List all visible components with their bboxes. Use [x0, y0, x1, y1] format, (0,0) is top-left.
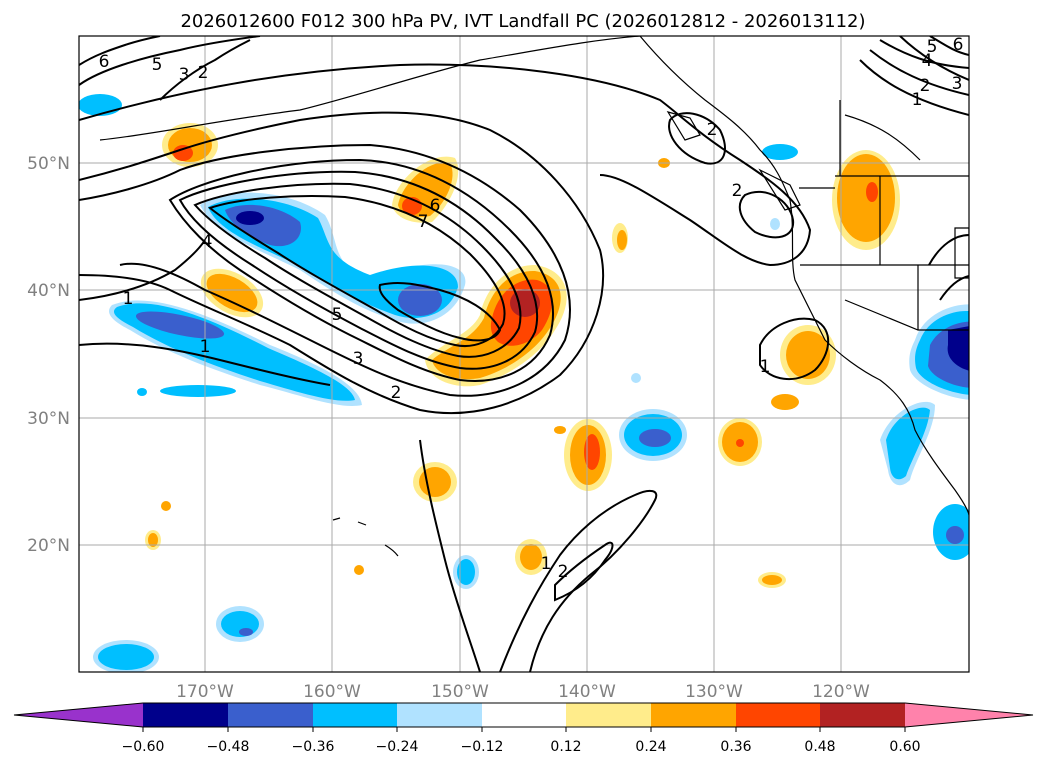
- contour-label: 2: [391, 383, 402, 403]
- contour-label: 1: [200, 337, 211, 357]
- colorbar-segment: [566, 703, 651, 727]
- colorbar-tick-label: −0.36: [292, 739, 335, 755]
- figure-title: 2026012600 F012 300 hPa PV, IVT Landfall…: [180, 11, 865, 32]
- contour-label: 6: [99, 52, 110, 72]
- contour-label: 2: [198, 63, 209, 83]
- contour-label: 5: [152, 55, 163, 75]
- colorbar-segment: [313, 703, 397, 727]
- colorbar-tick-label: −0.24: [376, 739, 419, 755]
- anomaly-negative: [79, 94, 122, 116]
- colorbar-segment: [820, 703, 905, 727]
- colorbar-tick-label: −0.48: [207, 739, 250, 755]
- anomaly-positive: [419, 467, 451, 497]
- anomaly-positive-strong: [866, 182, 878, 202]
- anomaly-positive: [554, 426, 566, 434]
- anomaly-negative: [137, 388, 147, 396]
- map-content: 6 5 3 2 6 7 4 1 1 5 3 2 2 2 1 1 2 6 5 4 …: [79, 35, 969, 672]
- contour-label: 2: [707, 120, 718, 140]
- contour-label: 4: [922, 51, 933, 71]
- anomaly-positive: [837, 154, 895, 242]
- anomaly-negative-strong: [135, 311, 225, 339]
- lat-label: 50°N: [27, 154, 70, 174]
- colorbar-tick-label: 0.12: [550, 739, 581, 755]
- contour-label: 6: [953, 35, 964, 55]
- lon-label: 140°W: [558, 682, 616, 702]
- anomaly-positive: [786, 331, 830, 379]
- anomaly-positive: [631, 373, 641, 383]
- lon-label: 150°W: [431, 682, 489, 702]
- anomaly-negative: [886, 407, 930, 480]
- anomaly-positive-strong: [584, 434, 600, 470]
- contour-label: 6: [430, 196, 441, 216]
- contour-label: 5: [927, 37, 938, 57]
- lon-label: 160°W: [303, 682, 361, 702]
- contour-label: 3: [353, 349, 364, 369]
- anomaly-negative: [770, 218, 780, 230]
- colorbar-segment: [482, 703, 566, 727]
- colorbar-tick-label: 0.60: [889, 739, 920, 755]
- lon-label: 120°W: [812, 682, 870, 702]
- contour-label: 5: [332, 305, 343, 325]
- anomaly-negative-deep: [236, 211, 264, 225]
- anomaly-positive: [161, 501, 171, 511]
- contour-label: 1: [912, 90, 923, 110]
- contour-label: 3: [952, 74, 963, 94]
- anomaly-negative-strong: [239, 628, 253, 636]
- contour-label: 4: [202, 232, 213, 252]
- shaded-anomalies: [79, 94, 969, 672]
- colorbar-tick-label: 0.36: [720, 739, 751, 755]
- contour-label: 1: [760, 357, 771, 377]
- anomaly-negative: [457, 559, 475, 585]
- colorbar-segment: [651, 703, 736, 727]
- colorbar-extend-low: [14, 703, 143, 727]
- colorbar: −0.60 −0.48 −0.36 −0.24 −0.12 0.12 0.24 …: [13, 702, 1034, 755]
- anomaly-positive: [762, 575, 782, 585]
- lon-label: 170°W: [176, 682, 234, 702]
- longitude-labels: 170°W 160°W 150°W 140°W 130°W 120°W: [176, 682, 870, 702]
- anomaly-negative: [98, 644, 154, 670]
- anomaly-positive-strong: [173, 145, 193, 161]
- anomaly-positive-strong: [736, 439, 744, 447]
- anomaly-negative-strong: [398, 284, 442, 316]
- contour-lines: [79, 36, 969, 672]
- colorbar-tick-label: −0.12: [461, 739, 504, 755]
- lat-label: 40°N: [27, 281, 70, 301]
- anomaly-positive: [206, 273, 258, 313]
- coastlines: [99, 36, 969, 557]
- contour-label: 2: [558, 562, 569, 582]
- contour-label: 2: [732, 181, 743, 201]
- anomaly-negative: [762, 144, 798, 160]
- colorbar-segment: [143, 703, 228, 727]
- contour-label: 1: [541, 554, 552, 574]
- colorbar-extend-high: [905, 703, 1033, 727]
- contour-labels: 6 5 3 2 6 7 4 1 1 5 3 2 2 2 1 1 2 6 5 4 …: [99, 35, 964, 582]
- anomaly-positive: [520, 544, 542, 570]
- colorbar-segment: [736, 703, 820, 727]
- anomaly-negative-strong: [639, 429, 671, 447]
- contour-label: 3: [179, 65, 190, 85]
- contour-label: 7: [418, 212, 429, 232]
- colorbar-ticks: [142, 727, 906, 732]
- contour-label: 2: [920, 76, 931, 96]
- lat-label: 20°N: [27, 536, 70, 556]
- anomaly-positive: [354, 565, 364, 575]
- anomaly-positive: [617, 230, 627, 250]
- anomaly-positive: [148, 533, 158, 547]
- anomaly-negative-strong: [946, 526, 964, 544]
- lat-label: 30°N: [27, 409, 70, 429]
- colorbar-segment: [228, 703, 313, 727]
- anomaly-negative-deep: [947, 326, 969, 371]
- colorbar-tick-label: −0.60: [122, 739, 165, 755]
- latitude-labels: 50°N 40°N 30°N 20°N: [27, 154, 70, 556]
- colorbar-segment: [397, 703, 482, 727]
- anomaly-negative: [160, 385, 236, 397]
- colorbar-tick-label: 0.48: [804, 739, 835, 755]
- plot-frame: [78, 35, 970, 673]
- contour-label: 1: [123, 289, 134, 309]
- anomaly-positive: [771, 394, 799, 410]
- lon-label: 130°W: [685, 682, 743, 702]
- colorbar-tick-label: 0.24: [635, 739, 666, 755]
